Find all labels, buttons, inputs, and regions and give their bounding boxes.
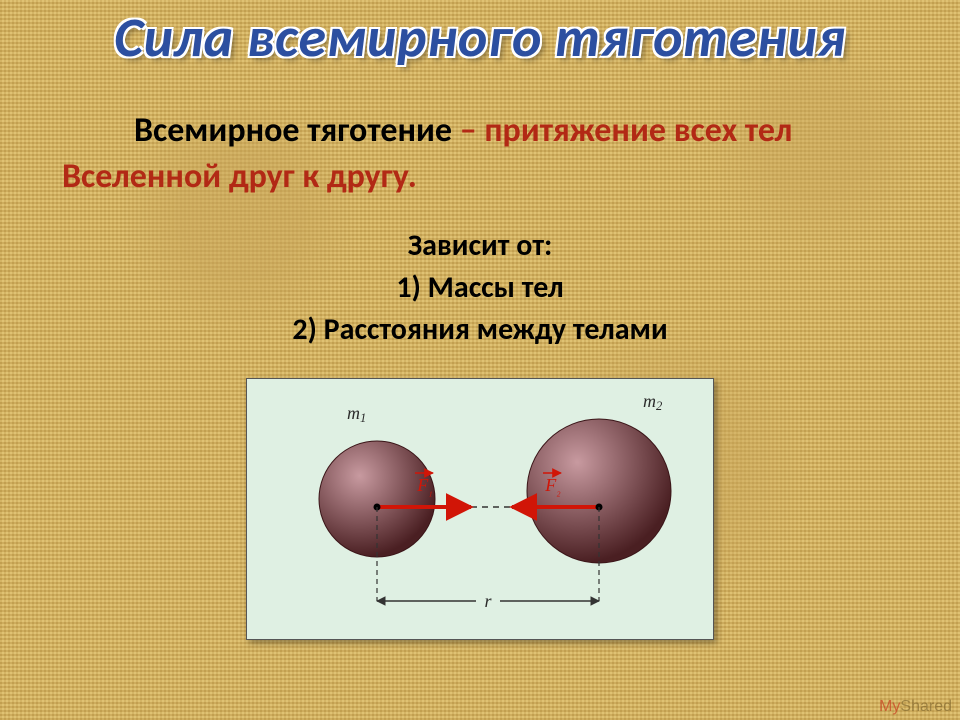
diagram-svg: m1m2F₁F₂r (247, 379, 713, 639)
watermark: MyShared (879, 698, 952, 716)
depends-block: Зависит от: 1) Массы тел 2) Расстояния м… (0, 225, 960, 351)
svg-text:m1: m1 (347, 403, 366, 425)
depends-heading: Зависит от: (0, 225, 960, 267)
gravity-diagram: m1m2F₁F₂r (246, 378, 714, 640)
depends-item-2: 2) Расстояния между телами (0, 309, 960, 351)
slide-title: Сила всемирного тяготения (0, 4, 960, 72)
depends-item-1: 1) Массы тел (0, 267, 960, 309)
watermark-rest: Shared (900, 698, 952, 715)
definition-text: Всемирное тяготение – притяжение всех те… (62, 108, 920, 200)
svg-text:r: r (484, 591, 492, 611)
svg-text:m2: m2 (643, 391, 663, 413)
definition-dash: – (452, 110, 484, 151)
slide-root: Сила всемирного тяготения Всемирное тяго… (0, 0, 960, 720)
definition-term: Всемирное тяготение (134, 110, 452, 151)
watermark-prefix: My (879, 698, 900, 715)
